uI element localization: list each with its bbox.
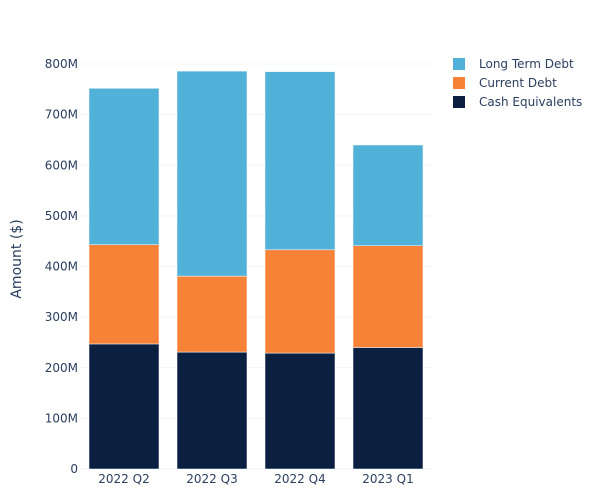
y-tick-labels: 0 100M 200M 300M 400M 500M 600M 700M 800M bbox=[45, 57, 78, 476]
legend-label: Cash Equivalents bbox=[479, 95, 582, 109]
x-tick-label: 2022 Q2 bbox=[98, 472, 149, 486]
bar-cash-equivalents bbox=[176, 351, 248, 470]
x-tick-label: 2022 Q3 bbox=[186, 472, 237, 486]
y-tick-label: 300M bbox=[45, 310, 78, 324]
y-tick-label: 0 bbox=[70, 462, 78, 476]
bars bbox=[88, 70, 424, 470]
bar-long-term-debt bbox=[264, 71, 336, 251]
bar-current-debt bbox=[176, 275, 248, 353]
bar-long-term-debt bbox=[88, 88, 160, 245]
y-tick-label: 800M bbox=[45, 57, 78, 71]
legend-swatch bbox=[453, 77, 465, 89]
legend-item[interactable]: Current Debt bbox=[453, 76, 557, 90]
bar-current-debt bbox=[88, 244, 160, 345]
bar-long-term-debt bbox=[352, 144, 424, 246]
x-tick-label: 2022 Q4 bbox=[274, 472, 325, 486]
legend: Long Term Debt Current Debt Cash Equivalen… bbox=[453, 57, 582, 109]
bar-current-debt bbox=[264, 249, 336, 354]
y-axis-title: Amount ($) bbox=[9, 219, 25, 298]
bar-cash-equivalents bbox=[88, 343, 160, 470]
x-tick-label: 2023 Q1 bbox=[362, 472, 413, 486]
legend-label: Current Debt bbox=[479, 76, 557, 90]
legend-label: Long Term Debt bbox=[479, 57, 574, 71]
y-tick-label: 500M bbox=[45, 209, 78, 223]
legend-swatch bbox=[453, 58, 465, 70]
legend-item[interactable]: Long Term Debt bbox=[453, 57, 574, 71]
bar-cash-equivalents bbox=[352, 347, 424, 470]
y-tick-label: 200M bbox=[45, 361, 78, 375]
y-tick-label: 400M bbox=[45, 260, 78, 274]
y-tick-label: 600M bbox=[45, 158, 78, 172]
legend-item[interactable]: Cash Equivalents bbox=[453, 95, 582, 109]
x-tick-labels: 2022 Q2 2022 Q3 2022 Q4 2023 Q1 bbox=[98, 472, 413, 486]
bar-long-term-debt bbox=[176, 70, 248, 277]
y-tick-label: 100M bbox=[45, 411, 78, 425]
bar-current-debt bbox=[352, 245, 424, 348]
y-tick-label: 700M bbox=[45, 108, 78, 122]
bar-cash-equivalents bbox=[264, 352, 336, 470]
legend-swatch bbox=[453, 96, 465, 108]
